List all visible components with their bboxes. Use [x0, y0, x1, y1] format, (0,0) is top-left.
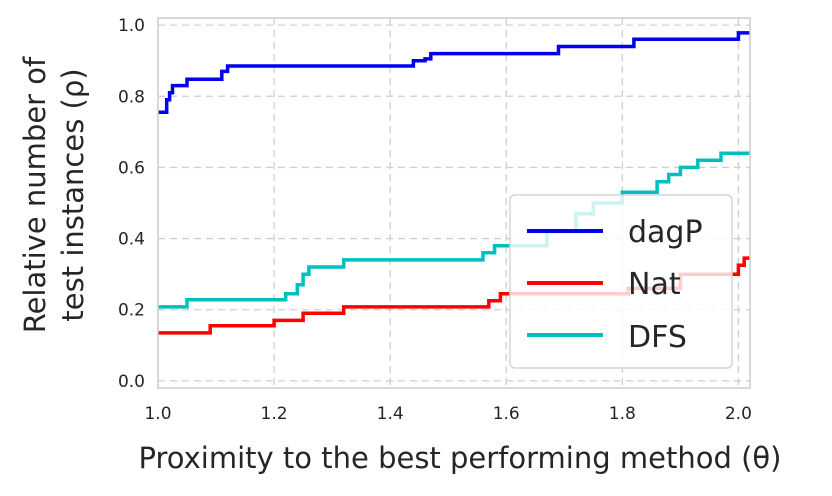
x-tick-label: 1.8 — [609, 404, 636, 424]
series-line-Nat — [158, 256, 750, 335]
y-tick-label: 0.4 — [118, 230, 145, 250]
legend-label-dagP: dagP — [628, 215, 703, 250]
legend-label-DFS: DFS — [628, 320, 687, 355]
legend-label-Nat: Nat — [628, 267, 681, 302]
series-line-dagP — [158, 31, 750, 115]
x-axis-label: Proximity to the best performing method … — [139, 441, 782, 475]
y-axis-label-line-2: test instances (ρ) — [56, 68, 90, 321]
x-tick-label: 2.0 — [725, 404, 752, 424]
legend: dagP Nat DFS — [509, 194, 733, 369]
y-tick-label: 0.0 — [118, 372, 145, 392]
x-tick-label: 1.4 — [377, 404, 404, 424]
legend-box — [509, 194, 733, 369]
y-tick-label: 0.2 — [118, 301, 145, 321]
x-tick-labels: 1.0 1.2 1.4 1.6 1.8 2.0 — [144, 404, 751, 424]
plot-frame — [157, 17, 751, 389]
y-tick-label: 0.8 — [118, 87, 145, 107]
x-tick-label: 1.2 — [261, 404, 288, 424]
x-tick-label: 1.0 — [144, 404, 171, 424]
y-axis-label-line-1: Relative number of — [18, 56, 52, 333]
y-tick-label: 0.6 — [118, 158, 145, 178]
y-tick-labels: 0.0 0.2 0.4 0.6 0.8 1.0 — [118, 16, 145, 392]
y-tick-label: 1.0 — [118, 16, 145, 36]
x-tick-label: 1.6 — [493, 404, 520, 424]
